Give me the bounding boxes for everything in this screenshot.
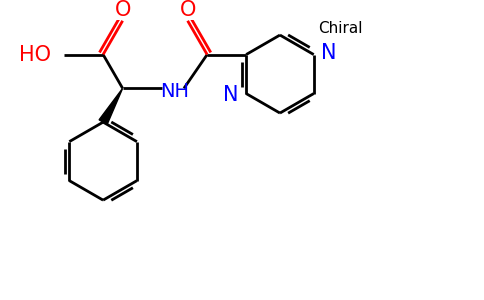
Text: Chiral: Chiral [318, 21, 363, 36]
Text: O: O [180, 0, 196, 20]
Text: O: O [114, 0, 131, 20]
Text: N: N [223, 85, 239, 105]
Polygon shape [99, 88, 122, 124]
Text: NH: NH [160, 82, 189, 100]
Text: N: N [321, 43, 337, 63]
Text: HO: HO [19, 45, 51, 64]
